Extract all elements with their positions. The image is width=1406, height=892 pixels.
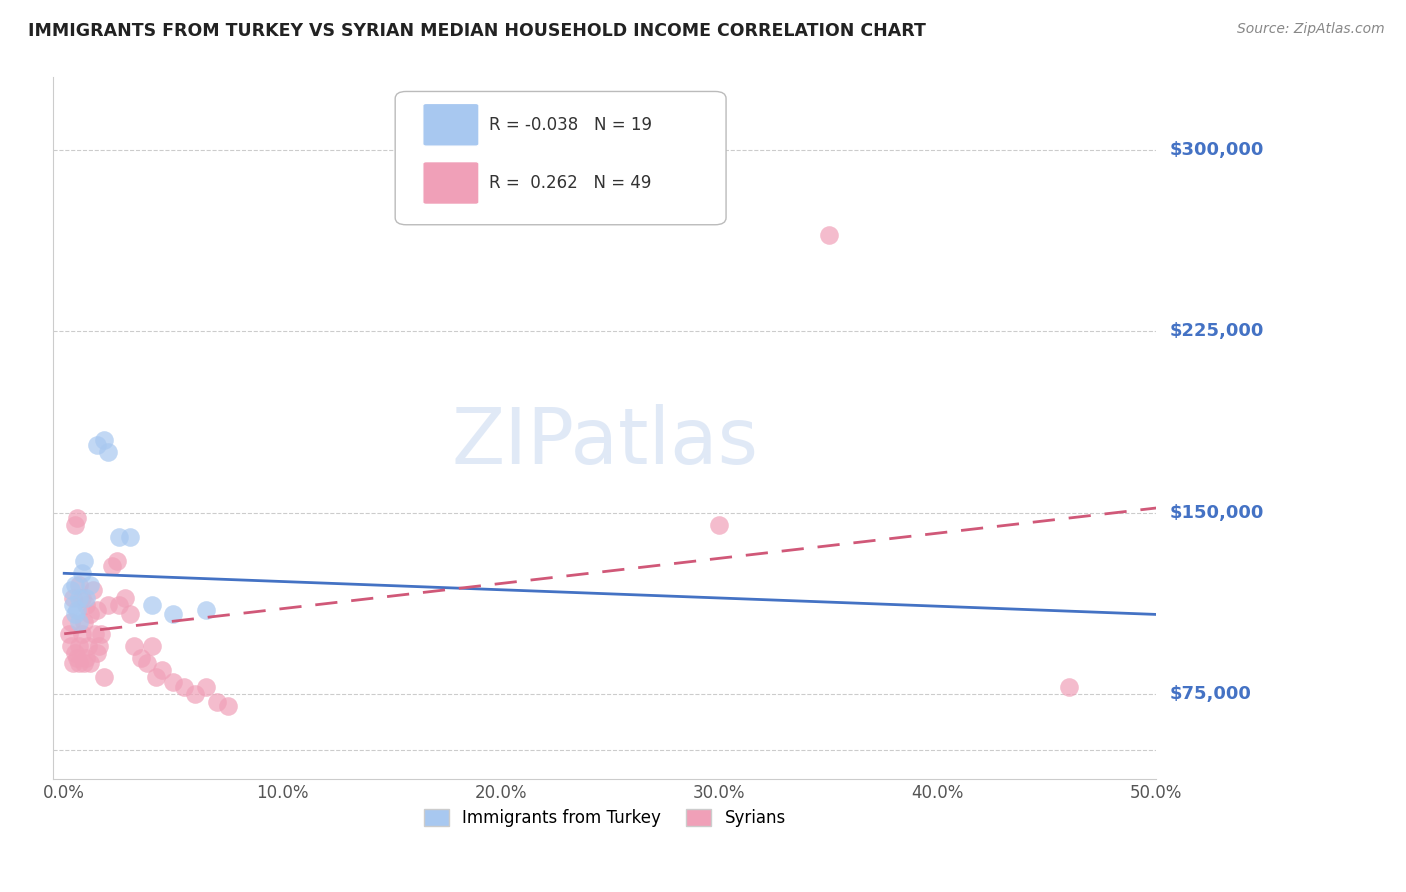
Point: [66, 602, 89, 616]
Point: [101, 559, 124, 574]
Point: [69, 578, 91, 592]
Point: [69, 656, 91, 670]
Point: [63, 646, 86, 660]
Text: Source: ZipAtlas.com: Source: ZipAtlas.com: [1237, 22, 1385, 37]
Point: [70, 591, 93, 605]
Point: [83, 627, 105, 641]
Point: [89, 639, 111, 653]
Point: [93, 434, 115, 448]
Point: [205, 694, 228, 708]
Point: [62, 591, 84, 605]
Point: [1057, 680, 1080, 694]
Point: [62, 656, 84, 670]
Point: [75, 651, 97, 665]
Point: [105, 554, 128, 568]
Point: [118, 607, 141, 622]
Point: [59, 615, 82, 629]
Point: [118, 530, 141, 544]
Point: [62, 598, 84, 612]
Point: [97, 598, 120, 612]
Point: [79, 578, 101, 592]
Point: [129, 651, 152, 665]
Point: [122, 639, 145, 653]
Point: [86, 438, 108, 452]
Point: [69, 591, 91, 605]
Point: [70, 566, 93, 581]
Point: [107, 598, 129, 612]
Point: [114, 591, 136, 605]
Point: [152, 663, 174, 677]
Point: [195, 602, 218, 616]
Point: [817, 227, 839, 242]
Point: [184, 687, 207, 701]
Point: [73, 656, 96, 670]
Point: [59, 639, 82, 653]
Point: [162, 675, 184, 690]
Point: [73, 615, 96, 629]
Text: $75,000: $75,000: [1170, 685, 1251, 703]
Point: [82, 583, 104, 598]
Point: [63, 607, 86, 622]
Point: [79, 607, 101, 622]
Text: IMMIGRANTS FROM TURKEY VS SYRIAN MEDIAN HOUSEHOLD INCOME CORRELATION CHART: IMMIGRANTS FROM TURKEY VS SYRIAN MEDIAN …: [28, 22, 927, 40]
FancyBboxPatch shape: [423, 103, 479, 146]
Text: R = -0.038   N = 19: R = -0.038 N = 19: [489, 116, 652, 134]
Text: $300,000: $300,000: [1170, 141, 1264, 159]
FancyBboxPatch shape: [395, 92, 725, 225]
Point: [173, 680, 195, 694]
Point: [145, 670, 167, 684]
Point: [63, 578, 86, 592]
Point: [66, 510, 89, 524]
Point: [90, 627, 112, 641]
Text: $225,000: $225,000: [1170, 322, 1264, 341]
Point: [107, 530, 129, 544]
Point: [86, 602, 108, 616]
Point: [69, 639, 91, 653]
Point: [77, 639, 100, 653]
Point: [69, 615, 91, 629]
Point: [59, 583, 82, 598]
Text: R =  0.262   N = 49: R = 0.262 N = 49: [489, 174, 651, 192]
Point: [70, 627, 93, 641]
Point: [93, 670, 115, 684]
Point: [75, 598, 97, 612]
Point: [63, 517, 86, 532]
Point: [97, 445, 120, 459]
Text: $150,000: $150,000: [1170, 504, 1264, 522]
Point: [79, 656, 101, 670]
Point: [136, 656, 159, 670]
Point: [75, 591, 97, 605]
Point: [66, 651, 89, 665]
FancyBboxPatch shape: [423, 161, 479, 204]
Legend: Immigrants from Turkey, Syrians: Immigrants from Turkey, Syrians: [418, 802, 793, 834]
Point: [141, 598, 163, 612]
Point: [73, 554, 96, 568]
Point: [58, 627, 80, 641]
Point: [162, 607, 184, 622]
Text: ZIPatlas: ZIPatlas: [451, 404, 758, 480]
Point: [709, 517, 731, 532]
Point: [141, 639, 163, 653]
Point: [195, 680, 218, 694]
Point: [217, 699, 239, 714]
Point: [86, 646, 108, 660]
